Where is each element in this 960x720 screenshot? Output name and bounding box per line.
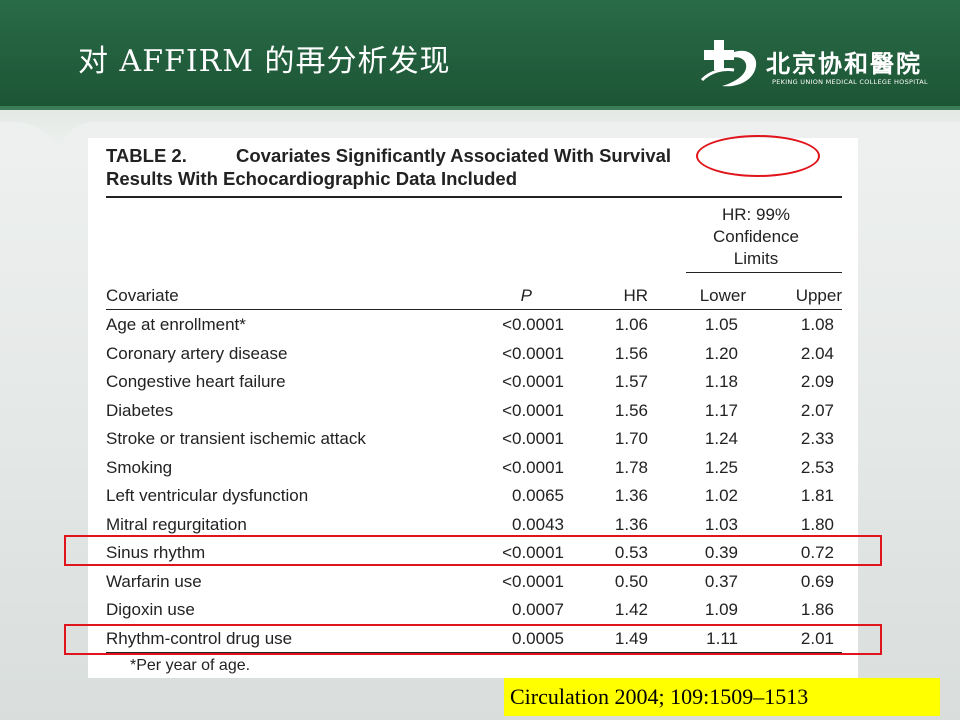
cell-covariate: Smoking [106,457,173,477]
cell-covariate: Sinus rhythm [106,543,206,562]
cell-upper: 1.08 [800,315,834,334]
cell-covariate: Digoxin use [106,600,195,619]
table-title: TABLE 2. Covariates Significantly Associa… [106,144,671,190]
cell-lower: 1.20 [704,343,738,363]
cell-upper: 2.33 [800,429,834,448]
cell-lower: 1.02 [704,486,738,505]
cell-lower: 1.03 [704,514,738,534]
cell-p-value: <0.0001 [502,457,564,477]
cell-covariate: Mitral regurgitation [106,514,247,534]
cell-p-value: <0.0001 [502,315,564,334]
highlight-box-sinus-rhythm [64,535,882,566]
cell-lower: 1.09 [704,600,738,619]
cell-covariate: Left ventricular dysfunction [106,486,309,505]
cell-hr: 1.78 [614,457,648,477]
cell-lower: 1.05 [704,315,738,334]
table-footnote: *Per year of age. [130,657,251,674]
cell-upper: 2.07 [800,400,834,420]
cell-lower: 1.25 [704,457,738,477]
cell-lower: 1.11 [706,628,738,648]
cell-upper: 1.80 [800,514,834,534]
ci-header-line1: HR: 99% [721,205,791,224]
cell-p-value: 0.0065 [512,486,564,505]
cell-lower: 1.17 [704,400,738,420]
cell-covariate: Warfarin use [106,571,202,591]
cell-covariate: Rhythm-control drug use [106,628,293,648]
cell-upper: 2.04 [800,343,834,363]
cell-lower: 1.18 [704,372,738,391]
cell-p-value: 0.0005 [512,628,564,648]
cell-covariate: Age at enrollment* [106,315,246,334]
cell-covariate: Diabetes [106,400,174,420]
cell-p-value: <0.0001 [502,429,564,448]
hospital-logo: 北京协和醫院 PEKING UNION MEDICAL COLLEGE HOSP… [700,36,940,92]
ci-header-line3: Limits [733,249,779,268]
cell-upper: 0.69 [800,571,834,591]
table-label: TABLE 2. [106,145,187,166]
cell-p-value: 0.0007 [512,600,564,619]
hospital-emblem-icon [700,40,757,87]
hospital-name-en: PEKING UNION MEDICAL COLLEGE HOSPITAL [772,78,928,86]
hospital-name-cn: 北京协和醫院 [766,49,922,78]
cell-covariate: Stroke or transient ischemic attack [106,429,366,448]
citation-box: Circulation 2004; 109:1509–1513 [504,678,940,716]
cell-p-value: <0.0001 [502,372,564,391]
ci-group-header: HR: 99% Confidence Limits [686,204,826,270]
cell-upper: 1.86 [800,600,834,619]
cell-hr: 1.56 [614,343,648,363]
cell-hr: 1.49 [614,628,648,648]
cell-upper: 1.81 [800,486,834,505]
table-title-line2: Results With Echocardiographic Data Incl… [106,168,518,189]
survival-circle-annotation [696,135,820,177]
cell-p-value: <0.0001 [502,343,564,363]
cell-hr: 1.06 [614,315,648,334]
cell-covariate: Coronary artery disease [106,343,288,363]
cell-upper: 2.53 [800,457,834,477]
cell-p-value: <0.0001 [502,543,564,562]
table-title-line1: Covariates Significantly Associated With… [236,145,672,166]
cell-lower: 0.37 [704,571,738,591]
cell-hr: 1.42 [614,600,648,619]
table-top-rule [106,196,842,198]
cell-upper: 0.72 [800,543,834,562]
cell-covariate: Congestive heart failure [106,372,286,391]
cell-upper: 2.09 [800,372,834,391]
col-header-lower: Lower [699,286,746,305]
cell-hr: 1.57 [614,372,648,391]
cell-p-value: <0.0001 [502,400,564,420]
ci-header-line2: Confidence [712,227,799,246]
header-bottom-rule [106,309,842,310]
highlight-box-rhythm-control [64,624,882,655]
covariates-table: TABLE 2. Covariates Significantly Associa… [88,138,858,678]
cell-upper: 2.01 [800,628,834,648]
slide-title: 对 AFFIRM 的再分析发现 [78,44,451,79]
col-header-p: P [520,286,532,305]
col-header-covariate: Covariate [106,286,179,305]
slide-header: 对 AFFIRM 的再分析发现 北京协和醫院 PEKING UNION MEDI… [0,0,960,150]
cell-hr: 1.36 [614,486,648,505]
table-bottom-rule [106,652,842,653]
cell-hr: 0.50 [614,571,648,591]
header-banner [0,0,960,150]
cell-p-value: 0.0043 [512,514,564,534]
cell-hr: 1.56 [614,400,648,420]
cell-hr: 0.53 [614,543,648,562]
col-header-hr: HR [623,286,648,305]
cell-lower: 0.39 [704,543,738,562]
cell-lower: 1.24 [704,429,738,448]
cell-hr: 1.36 [614,514,648,534]
cell-hr: 1.70 [614,429,648,448]
ci-group-rule [686,272,842,273]
cell-p-value: <0.0001 [502,571,564,591]
col-header-upper: Upper [795,286,842,305]
